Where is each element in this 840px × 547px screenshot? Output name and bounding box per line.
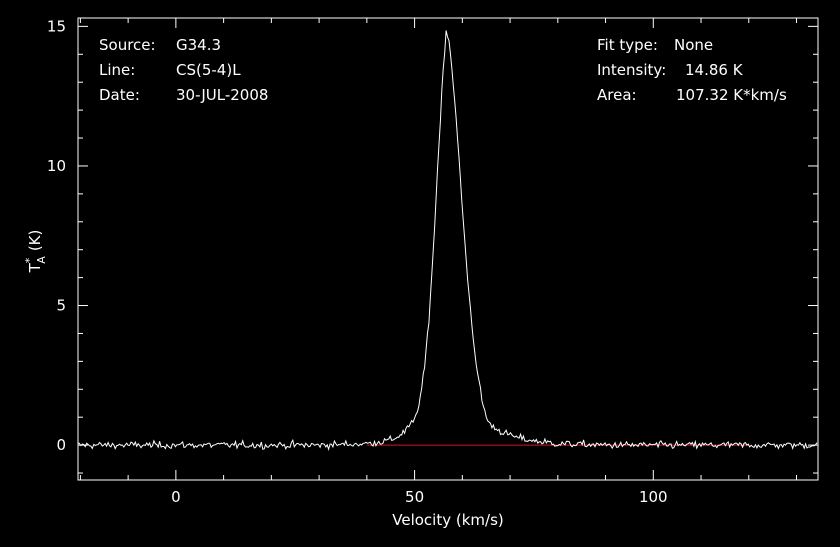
x-axis-label: Velocity (km/s)	[392, 511, 503, 529]
spectrum-line	[77, 30, 818, 452]
x-tick-label: 100	[639, 488, 668, 506]
info-right-key: Intensity:	[597, 61, 666, 79]
x-tick-label: 50	[405, 488, 424, 506]
x-tick-label: 0	[171, 488, 181, 506]
y-tick-label: 0	[56, 436, 66, 454]
y-axis-label-sub: A	[35, 256, 48, 264]
info-left-value: 30-JUL-2008	[176, 86, 268, 104]
axis-ticks	[78, 18, 818, 480]
y-tick-label: 10	[47, 157, 66, 175]
y-axis-label-sup: *	[23, 257, 36, 263]
plot-frame	[77, 17, 819, 481]
y-axis-label: T*A (K)	[23, 230, 48, 274]
info-left-value: CS(5-4)L	[176, 61, 241, 79]
info-left-key: Source:	[99, 36, 156, 54]
y-tick-label: 5	[56, 297, 66, 315]
info-right-value: 107.32 K*km/s	[676, 86, 787, 104]
info-right-value: None	[674, 36, 713, 54]
info-left-key: Line:	[99, 61, 135, 79]
info-right-key: Fit type:	[597, 36, 658, 54]
info-left: Source: G34.3 Line: CS(5-4)L Date: 30-JU…	[99, 36, 268, 104]
tick-labels: 0 50 100 0 5 10 15	[47, 17, 668, 506]
info-right-key: Area:	[597, 86, 637, 104]
info-right-value: 14.86 K	[685, 61, 744, 79]
y-tick-label: 15	[47, 17, 66, 35]
y-axis-label-main: T	[26, 262, 44, 273]
info-left-value: G34.3	[176, 36, 221, 54]
info-right: Fit type: None Intensity: 14.86 K Area: …	[597, 36, 787, 104]
y-axis-label-unit: (K)	[26, 230, 44, 252]
svg-text:T*A(K): T*A (K)	[23, 230, 48, 274]
info-left-key: Date:	[99, 86, 140, 104]
